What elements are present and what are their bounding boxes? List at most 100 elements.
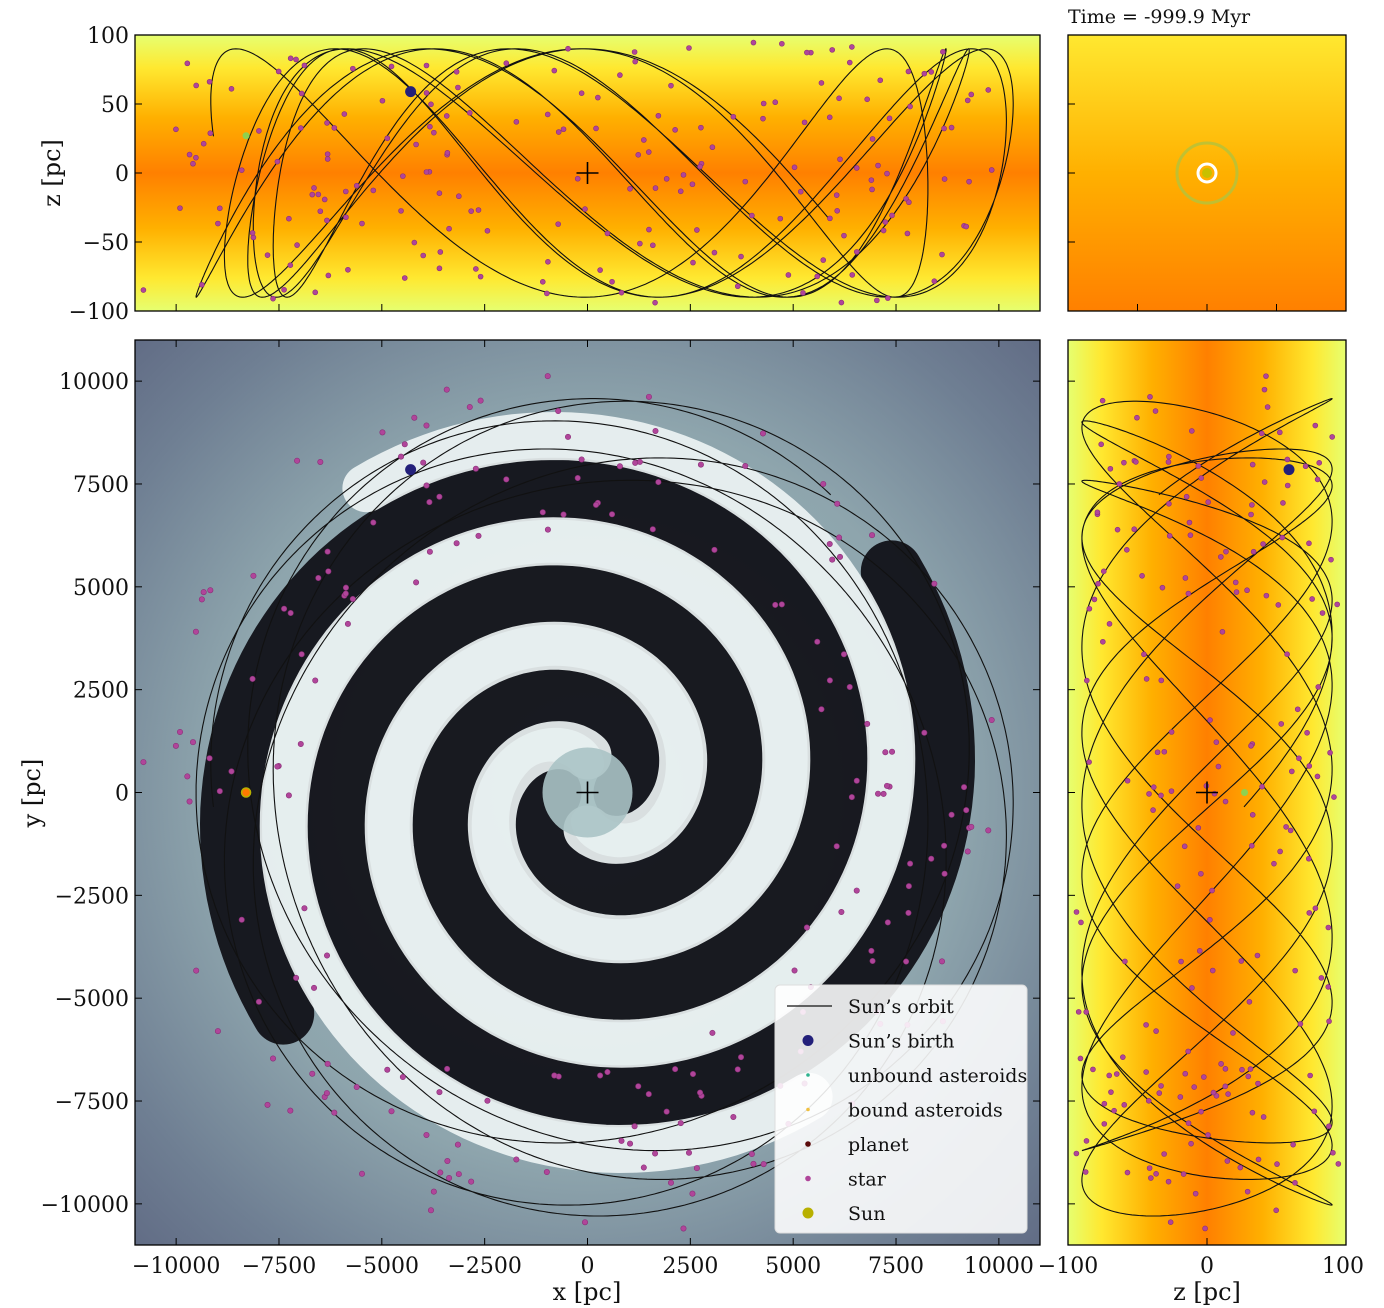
star-point [565, 433, 572, 440]
star-point [921, 729, 928, 736]
xy-xtick-label: 7500 [868, 1254, 924, 1279]
star-point [186, 151, 193, 158]
star-point [430, 1188, 437, 1195]
star-point [309, 1070, 316, 1077]
star-point [848, 794, 855, 801]
star-point [297, 741, 304, 748]
star-point [287, 262, 294, 268]
star-point [1325, 924, 1332, 931]
star-point [1124, 1169, 1131, 1176]
star-point [1107, 465, 1114, 472]
star-point [1183, 493, 1190, 500]
star-point [1124, 777, 1131, 784]
star-point [1239, 1066, 1245, 1073]
star-point [324, 548, 331, 555]
star-point [436, 493, 443, 500]
legend-dot-swatch [805, 1141, 811, 1147]
legend-label: planet [848, 1134, 909, 1156]
star-point [423, 482, 430, 489]
star-point [655, 112, 662, 119]
star-point [1077, 1055, 1084, 1062]
star-point [1280, 500, 1286, 506]
star-point [759, 430, 766, 437]
star-point [833, 192, 840, 198]
star-point [1207, 717, 1213, 723]
star-point [640, 1164, 647, 1171]
xy-ytick-label: 0 [115, 782, 129, 807]
star-point [287, 55, 294, 62]
star-point [379, 97, 386, 104]
star-point [353, 1084, 360, 1091]
xz-ytick-label: −100 [69, 300, 129, 325]
star-point [1311, 1108, 1318, 1115]
star-point [503, 60, 510, 67]
star-point [837, 156, 843, 163]
star-point [555, 408, 562, 415]
star-point [420, 252, 427, 259]
star-point [1302, 463, 1309, 470]
star-point [814, 273, 821, 280]
star-point [827, 215, 833, 222]
star-point [1086, 759, 1092, 765]
star-point [228, 768, 235, 775]
star-point [797, 188, 804, 195]
star-point [988, 717, 995, 724]
star-point [344, 620, 351, 627]
star-point [907, 103, 913, 110]
sun-marker [242, 132, 250, 140]
star-point [1334, 601, 1340, 608]
star-point [820, 480, 827, 487]
star-point [399, 1074, 406, 1081]
star-point [513, 119, 520, 125]
star-point [750, 1160, 757, 1167]
star-point [941, 125, 947, 132]
star-point [473, 266, 479, 272]
star-point [778, 601, 785, 608]
star-point [298, 90, 305, 97]
star-point [264, 1101, 271, 1108]
star-point [1326, 1123, 1332, 1130]
star-point [198, 596, 205, 603]
star-point [1230, 1030, 1236, 1036]
star-point [672, 127, 678, 133]
star-point [544, 111, 551, 118]
figure-title: Time = -999.9 Myr [1068, 6, 1251, 28]
star-point [868, 177, 875, 183]
star-point [1166, 500, 1172, 507]
xy-xtick-label: −5000 [345, 1254, 419, 1279]
star-point [931, 278, 938, 284]
star-point [1189, 985, 1195, 991]
star-point [444, 1158, 451, 1165]
star-point [140, 759, 147, 766]
star-point [652, 299, 658, 306]
star-point [423, 169, 430, 175]
star-point [539, 279, 546, 285]
star-point [1185, 590, 1192, 597]
star-point [593, 125, 599, 132]
star-point [1166, 453, 1172, 460]
star-point [1158, 792, 1164, 799]
star-point [694, 227, 700, 233]
sun-marker [1241, 789, 1249, 796]
star-point [446, 225, 452, 232]
star-point [1106, 621, 1113, 627]
star-point [1335, 1161, 1342, 1167]
star-point [325, 272, 332, 279]
xy-stars [140, 373, 995, 1232]
xy-ylabel: y [pc] [18, 759, 46, 829]
star-point [388, 1108, 395, 1115]
star-point [1222, 1066, 1229, 1072]
xy-ticks: −10000 −7500 −5000 −2500 0 2500 5000 7500 10000 −… [41, 340, 1040, 1279]
star-point [709, 1029, 716, 1036]
xy-ytick-label: −7500 [55, 1090, 129, 1115]
spiral-dark-arm [305, 540, 976, 1128]
star-point [853, 249, 860, 255]
star-point [311, 185, 317, 191]
star-point [293, 974, 300, 981]
star-point [1205, 1132, 1211, 1138]
star-point [477, 397, 484, 404]
star-point [697, 461, 704, 468]
star-point [1314, 476, 1321, 483]
star-point [456, 193, 462, 200]
star-point [1215, 763, 1222, 770]
